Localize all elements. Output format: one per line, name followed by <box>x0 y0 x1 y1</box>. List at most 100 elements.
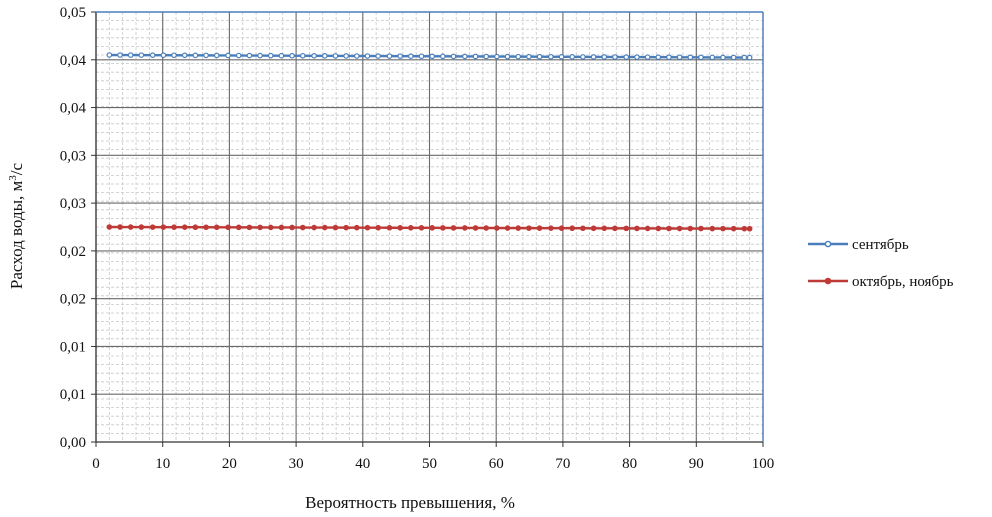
series-point-1 <box>332 224 339 231</box>
y-axis-title-tail: /с <box>7 162 26 175</box>
series-point-0 <box>117 52 123 58</box>
series-point-0 <box>364 53 371 59</box>
y-axis-title-main: Расход воды, м <box>7 180 26 289</box>
series-point-1 <box>311 224 317 231</box>
series-point-1 <box>149 224 156 230</box>
series-point-0 <box>612 54 618 60</box>
series-point-1 <box>623 225 630 232</box>
series-point-0 <box>698 54 704 61</box>
series-0 <box>106 52 753 61</box>
series-layer <box>106 52 753 232</box>
series-point-0 <box>569 54 576 60</box>
legend-label-0: сентябрь <box>852 237 909 253</box>
series-point-0 <box>213 52 220 59</box>
series-point-0 <box>590 54 597 60</box>
x-tick-labels: 0 10 20 30 40 50 60 70 80 90 100 <box>92 442 774 472</box>
series-point-0 <box>343 53 349 59</box>
series-point-0 <box>375 53 381 59</box>
series-point-1 <box>343 224 349 231</box>
series-point-1 <box>526 225 532 231</box>
series-point-1 <box>504 225 511 231</box>
series-point-1 <box>720 225 726 232</box>
series-point-0 <box>440 53 446 60</box>
series-point-0 <box>601 54 608 60</box>
series-point-0 <box>299 52 306 59</box>
series-point-0 <box>623 54 630 60</box>
series-point-1 <box>192 224 199 231</box>
y-tick-label: 0,00 <box>60 435 86 451</box>
series-point-1 <box>634 225 640 232</box>
series-point-1 <box>676 225 683 232</box>
y-tick-label: 0,02 <box>60 244 86 260</box>
x-tick-label: 70 <box>555 456 570 472</box>
x-tick-label: 100 <box>752 456 775 472</box>
series-point-0 <box>450 53 457 60</box>
legend-marker-1 <box>824 277 832 285</box>
series-point-1 <box>353 224 360 231</box>
series-point-0 <box>462 53 468 60</box>
series-point-1 <box>160 224 167 230</box>
y-tick-labels: 0,00 0,01 0,01 0,02 0,02 0,03 0,03 0,04 0,04 0,05 <box>60 5 96 451</box>
series-point-1 <box>213 224 220 231</box>
series-point-0 <box>332 53 339 59</box>
legend-label-1: октябрь, ноябрь <box>852 274 954 290</box>
series-point-0 <box>634 54 640 60</box>
x-tick-label: 80 <box>622 456 637 472</box>
y-axis-title: Расход воды, м3/с <box>7 162 26 289</box>
series-point-1 <box>397 224 403 231</box>
series-point-1 <box>450 225 457 231</box>
y-tick-label: 0,01 <box>60 339 86 355</box>
series-point-1 <box>364 224 371 231</box>
series-point-0 <box>709 54 716 61</box>
series-point-1 <box>246 224 253 231</box>
series-point-0 <box>720 54 726 61</box>
series-point-0 <box>655 54 662 60</box>
series-1 <box>106 224 753 232</box>
series-point-0 <box>746 54 753 61</box>
y-tick-label: 0,03 <box>60 196 86 212</box>
series-point-0 <box>321 53 328 59</box>
series-point-1 <box>655 225 662 232</box>
series-point-1 <box>299 224 306 231</box>
series-point-0 <box>127 52 134 58</box>
series-point-1 <box>590 225 597 232</box>
series-point-1 <box>536 225 543 231</box>
x-tick-label: 90 <box>689 456 704 472</box>
series-point-1 <box>225 224 231 231</box>
series-point-0 <box>138 52 145 58</box>
series-point-0 <box>741 54 748 61</box>
series-point-0 <box>203 52 209 59</box>
y-tick-label: 0,02 <box>60 292 86 308</box>
series-point-1 <box>127 224 134 230</box>
series-point-0 <box>730 54 737 61</box>
series-point-1 <box>558 225 565 232</box>
legend: сентябрь октябрь, ноябрь <box>808 237 954 290</box>
series-point-0 <box>536 53 543 60</box>
series-point-0 <box>225 52 231 59</box>
series-point-1 <box>138 224 145 230</box>
x-tick-label: 20 <box>222 456 237 472</box>
series-point-0 <box>106 52 113 58</box>
series-point-0 <box>526 53 532 60</box>
series-point-0 <box>257 52 263 59</box>
series-point-0 <box>246 52 253 59</box>
series-point-1 <box>644 225 651 232</box>
series-point-1 <box>515 225 522 231</box>
series-point-1 <box>117 224 123 230</box>
series-point-1 <box>321 224 328 231</box>
series-point-1 <box>267 224 274 231</box>
series-point-0 <box>181 52 188 59</box>
series-point-1 <box>181 224 188 231</box>
x-tick-label: 10 <box>155 456 170 472</box>
y-tick-label: 0,05 <box>60 5 86 21</box>
series-point-1 <box>106 224 113 230</box>
y-tick-label: 0,03 <box>60 148 86 164</box>
series-point-1 <box>601 225 608 232</box>
series-point-0 <box>353 53 360 59</box>
y-tick-label: 0,04 <box>60 53 87 69</box>
series-point-1 <box>418 225 425 231</box>
series-point-1 <box>171 224 177 230</box>
series-point-1 <box>472 225 479 231</box>
x-tick-label: 40 <box>355 456 370 472</box>
